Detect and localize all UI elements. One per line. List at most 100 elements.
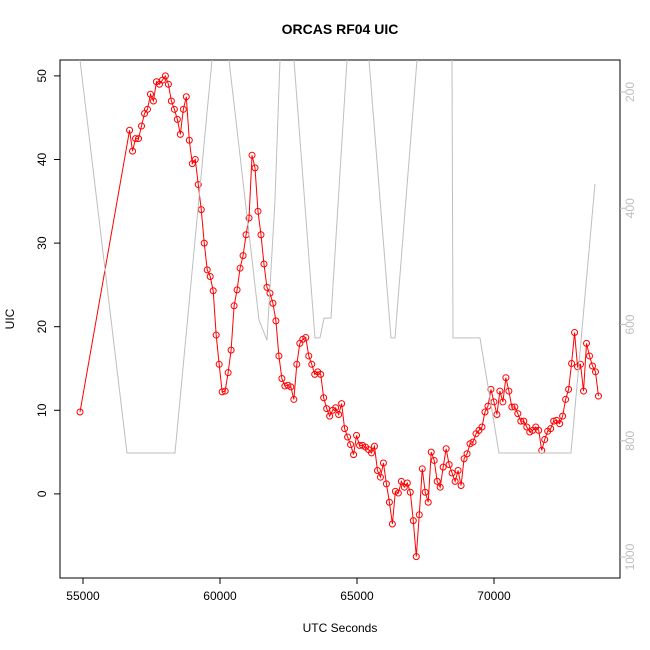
data-point bbox=[382, 480, 390, 488]
data-point bbox=[132, 135, 140, 143]
data-point bbox=[245, 214, 253, 222]
data-point bbox=[138, 122, 146, 130]
data-point bbox=[568, 359, 576, 367]
data-point bbox=[212, 331, 220, 339]
data-point bbox=[406, 488, 414, 496]
data-point bbox=[586, 352, 594, 360]
data-point bbox=[409, 517, 417, 525]
data-point bbox=[591, 368, 599, 376]
data-point bbox=[170, 105, 178, 113]
data-point bbox=[433, 477, 441, 485]
data-point bbox=[135, 135, 143, 143]
data-point bbox=[215, 360, 223, 368]
data-point bbox=[517, 417, 525, 425]
data-point bbox=[320, 394, 328, 402]
data-point bbox=[436, 483, 444, 491]
data-point bbox=[427, 448, 435, 456]
data-point bbox=[191, 155, 199, 163]
y2-tick-label: 1000 bbox=[623, 543, 637, 570]
data-point bbox=[347, 441, 355, 449]
x-tick-label: 60000 bbox=[203, 589, 237, 603]
y-tick-label: 50 bbox=[35, 69, 49, 83]
data-point bbox=[344, 433, 352, 441]
data-point bbox=[448, 469, 456, 477]
x-axis-label: UTC Seconds bbox=[303, 621, 378, 635]
x-tick-label: 55000 bbox=[66, 589, 100, 603]
data-point bbox=[185, 136, 193, 144]
data-point bbox=[418, 465, 426, 473]
data-point bbox=[350, 451, 358, 459]
data-point bbox=[547, 425, 555, 433]
data-point bbox=[559, 412, 567, 420]
x-tick-label: 65000 bbox=[340, 589, 374, 603]
data-point bbox=[445, 461, 453, 469]
data-point bbox=[457, 482, 465, 490]
data-point bbox=[594, 392, 602, 400]
data-point bbox=[496, 387, 504, 395]
plot-frame bbox=[59, 59, 621, 579]
data-point bbox=[164, 80, 172, 88]
data-point bbox=[454, 466, 462, 474]
data-point bbox=[562, 395, 570, 403]
data-point bbox=[302, 334, 310, 342]
data-point bbox=[442, 445, 450, 453]
data-point bbox=[236, 264, 244, 272]
data-point bbox=[394, 489, 402, 497]
data-point bbox=[146, 90, 154, 98]
y-tick-label: 20 bbox=[35, 320, 49, 334]
y2-tick-label: 600 bbox=[623, 314, 637, 334]
chart-title: ORCAS RF04 UIC bbox=[282, 21, 399, 37]
data-point bbox=[248, 151, 256, 159]
data-point bbox=[353, 431, 361, 439]
data-point bbox=[571, 329, 579, 337]
data-point bbox=[478, 423, 486, 431]
data-point bbox=[227, 346, 235, 354]
data-point bbox=[290, 395, 298, 403]
data-point bbox=[550, 417, 558, 425]
data-point bbox=[278, 375, 286, 383]
data-point bbox=[565, 385, 573, 393]
series-line bbox=[79, 60, 596, 454]
data-point bbox=[379, 459, 387, 467]
data-point bbox=[126, 126, 134, 134]
plot-area bbox=[76, 60, 602, 561]
data-point bbox=[161, 72, 169, 80]
data-point bbox=[194, 181, 202, 189]
data-point bbox=[535, 426, 543, 434]
data-point bbox=[481, 408, 489, 416]
data-point bbox=[487, 385, 495, 393]
data-point bbox=[293, 360, 301, 368]
data-point bbox=[502, 374, 510, 382]
data-point bbox=[209, 287, 217, 295]
data-point bbox=[556, 420, 564, 428]
data-point bbox=[460, 455, 468, 463]
data-point bbox=[541, 436, 549, 444]
data-point bbox=[176, 130, 184, 138]
data-point bbox=[588, 362, 596, 370]
data-point bbox=[206, 273, 214, 281]
data-point bbox=[221, 387, 229, 395]
data-point bbox=[514, 410, 522, 418]
data-point bbox=[239, 252, 247, 260]
data-point bbox=[341, 425, 349, 433]
data-point bbox=[257, 231, 265, 239]
y2-tick-label: 200 bbox=[623, 82, 637, 102]
data-point bbox=[511, 403, 519, 411]
data-point bbox=[173, 115, 181, 123]
data-point bbox=[430, 456, 438, 464]
y-tick-label: 30 bbox=[35, 236, 49, 250]
data-point bbox=[499, 398, 507, 406]
data-point bbox=[233, 286, 241, 294]
data-point bbox=[493, 410, 501, 418]
data-point bbox=[167, 97, 175, 105]
data-point bbox=[388, 520, 396, 528]
y-axis-label: UIC bbox=[3, 308, 17, 329]
data-point bbox=[230, 302, 238, 310]
data-point bbox=[200, 239, 208, 247]
data-point bbox=[463, 450, 471, 458]
data-point bbox=[385, 498, 393, 506]
data-point bbox=[272, 317, 280, 325]
data-point bbox=[370, 442, 378, 450]
data-point bbox=[439, 463, 447, 471]
